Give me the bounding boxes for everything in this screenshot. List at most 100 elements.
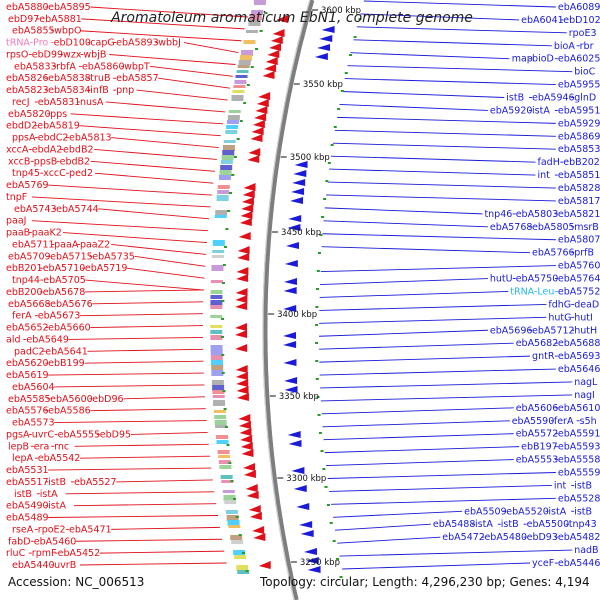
reverse-connector [327, 472, 556, 479]
gene-label-forward: ebdB2 [60, 156, 90, 167]
feature-block [233, 85, 246, 88]
feature-block [219, 465, 232, 469]
reverse-gene-arrow [288, 440, 302, 447]
gene-label-forward: tnpF [6, 192, 27, 203]
forward-gene-arrow [243, 183, 256, 191]
tick-label: 3400 kbp [277, 310, 317, 320]
reverse-connector [324, 446, 520, 454]
feature-block [245, 30, 258, 33]
reverse-connector [344, 78, 556, 86]
gene-label-reverse: glnD [574, 93, 596, 104]
feature-block [222, 145, 235, 151]
feature-block [220, 475, 233, 479]
gene-label-forward: pgsA [6, 429, 30, 440]
gene-label-forward: xccB [8, 156, 30, 167]
forward-connector [54, 384, 205, 388]
feature-block [212, 395, 225, 398]
gene-label-forward: nusA [80, 97, 104, 108]
gene-label-reverse: ebA5482 [558, 532, 600, 543]
forward-connector [31, 196, 211, 208]
feature-block [210, 290, 223, 294]
reverse-connector [339, 103, 488, 111]
reverse-connector [321, 246, 531, 254]
gene-label-forward: ebA5769 [6, 180, 49, 191]
forward-connector [111, 243, 207, 255]
forward-gene-arrow [239, 218, 252, 226]
feature-block [210, 355, 223, 361]
tick-label: 3600 kbp [321, 6, 361, 16]
gene-label-forward: fabD [8, 536, 31, 547]
gene-label-forward: ebA5517 [6, 477, 49, 488]
reverse-connector [339, 549, 573, 557]
reverse-gene-arrow [300, 530, 314, 537]
gene-label-reverse: ebA5558 [558, 455, 600, 466]
feature-dot [327, 162, 331, 164]
reverse-connector [347, 65, 573, 73]
gene-label-forward: ebA5660 [48, 323, 91, 334]
gene-label-forward: ebA5855 [12, 26, 55, 37]
gene-label-forward: rseA [12, 524, 34, 535]
gene-label-reverse: rbr [580, 41, 594, 52]
gene-label-reverse: ebA5766 [532, 248, 575, 259]
forward-gene-arrow [254, 113, 267, 121]
gene-label-reverse: ebA5446 [558, 558, 600, 569]
tick-label: 3550 kbp [303, 80, 343, 90]
feature-block [210, 330, 223, 334]
gene-label-forward: rpmF [32, 548, 57, 559]
gene-label-forward: ebdD2 [6, 121, 37, 132]
feature-dot [236, 138, 240, 140]
reverse-connector [342, 562, 531, 570]
gene-label-reverse: rpoE3 [569, 28, 597, 39]
feature-dot [321, 216, 325, 218]
reverse-gene-arrow [284, 377, 298, 384]
forward-connector [109, 54, 236, 65]
forward-gene-arrow [256, 99, 269, 107]
feature-block [218, 455, 231, 458]
gene-label-reverse: nagI [574, 390, 595, 401]
gene-label-forward: istA [48, 501, 66, 512]
feature-block [211, 365, 224, 370]
reverse-connector [350, 52, 510, 60]
feature-block [241, 50, 254, 56]
feature-block [218, 460, 231, 464]
gene-label-forward: ebdB2 [63, 144, 93, 155]
feature-dot [315, 360, 319, 362]
gene-label-forward: istB [14, 489, 32, 500]
gene-label-forward: ebA5531 [6, 465, 49, 476]
gene-label-forward: ebA5604 [12, 382, 55, 393]
gene-label-forward: pps [50, 109, 67, 120]
forward-gene-arrow [252, 526, 265, 534]
forward-gene-arrow [264, 64, 277, 72]
forward-connector [111, 526, 220, 530]
feature-block [237, 65, 250, 68]
gene-label-forward: ebD100 [54, 38, 91, 49]
reverse-connector [331, 497, 556, 505]
gene-label-forward: rpoE2 [38, 524, 66, 535]
gene-label-reverse: tnp46 [484, 209, 512, 220]
gene-label-forward: ebA5744 [56, 204, 99, 215]
feature-block [217, 450, 230, 454]
tick-label: 3300 kbp [286, 474, 326, 484]
reverse-gene-arrow [283, 278, 297, 285]
gene-label-reverse: bioA [554, 41, 575, 52]
forward-connector [84, 360, 204, 364]
gene-label-reverse: deaD [574, 299, 599, 310]
reverse-connector [363, 0, 556, 8]
forward-connector [123, 396, 206, 400]
gene-label-forward: ebA5820 [8, 109, 51, 120]
feature-dot [221, 336, 225, 338]
gene-label-reverse: ferA [554, 416, 574, 427]
forward-connector [73, 503, 217, 507]
feature-dot [239, 120, 243, 122]
gene-label-forward: lepA [12, 453, 34, 464]
feature-block [234, 80, 247, 84]
feature-dot [228, 462, 232, 464]
forward-gene-arrow [253, 533, 266, 541]
forward-connector [183, 42, 239, 54]
reverse-gene-arrow [293, 170, 307, 177]
feature-block [213, 400, 226, 406]
gene-label-reverse: ebA5869 [558, 131, 600, 142]
forward-gene-arrow [241, 449, 254, 457]
gene-label-reverse: ebA5712 [532, 325, 575, 336]
gene-label-forward: ebA5542 [38, 453, 81, 464]
